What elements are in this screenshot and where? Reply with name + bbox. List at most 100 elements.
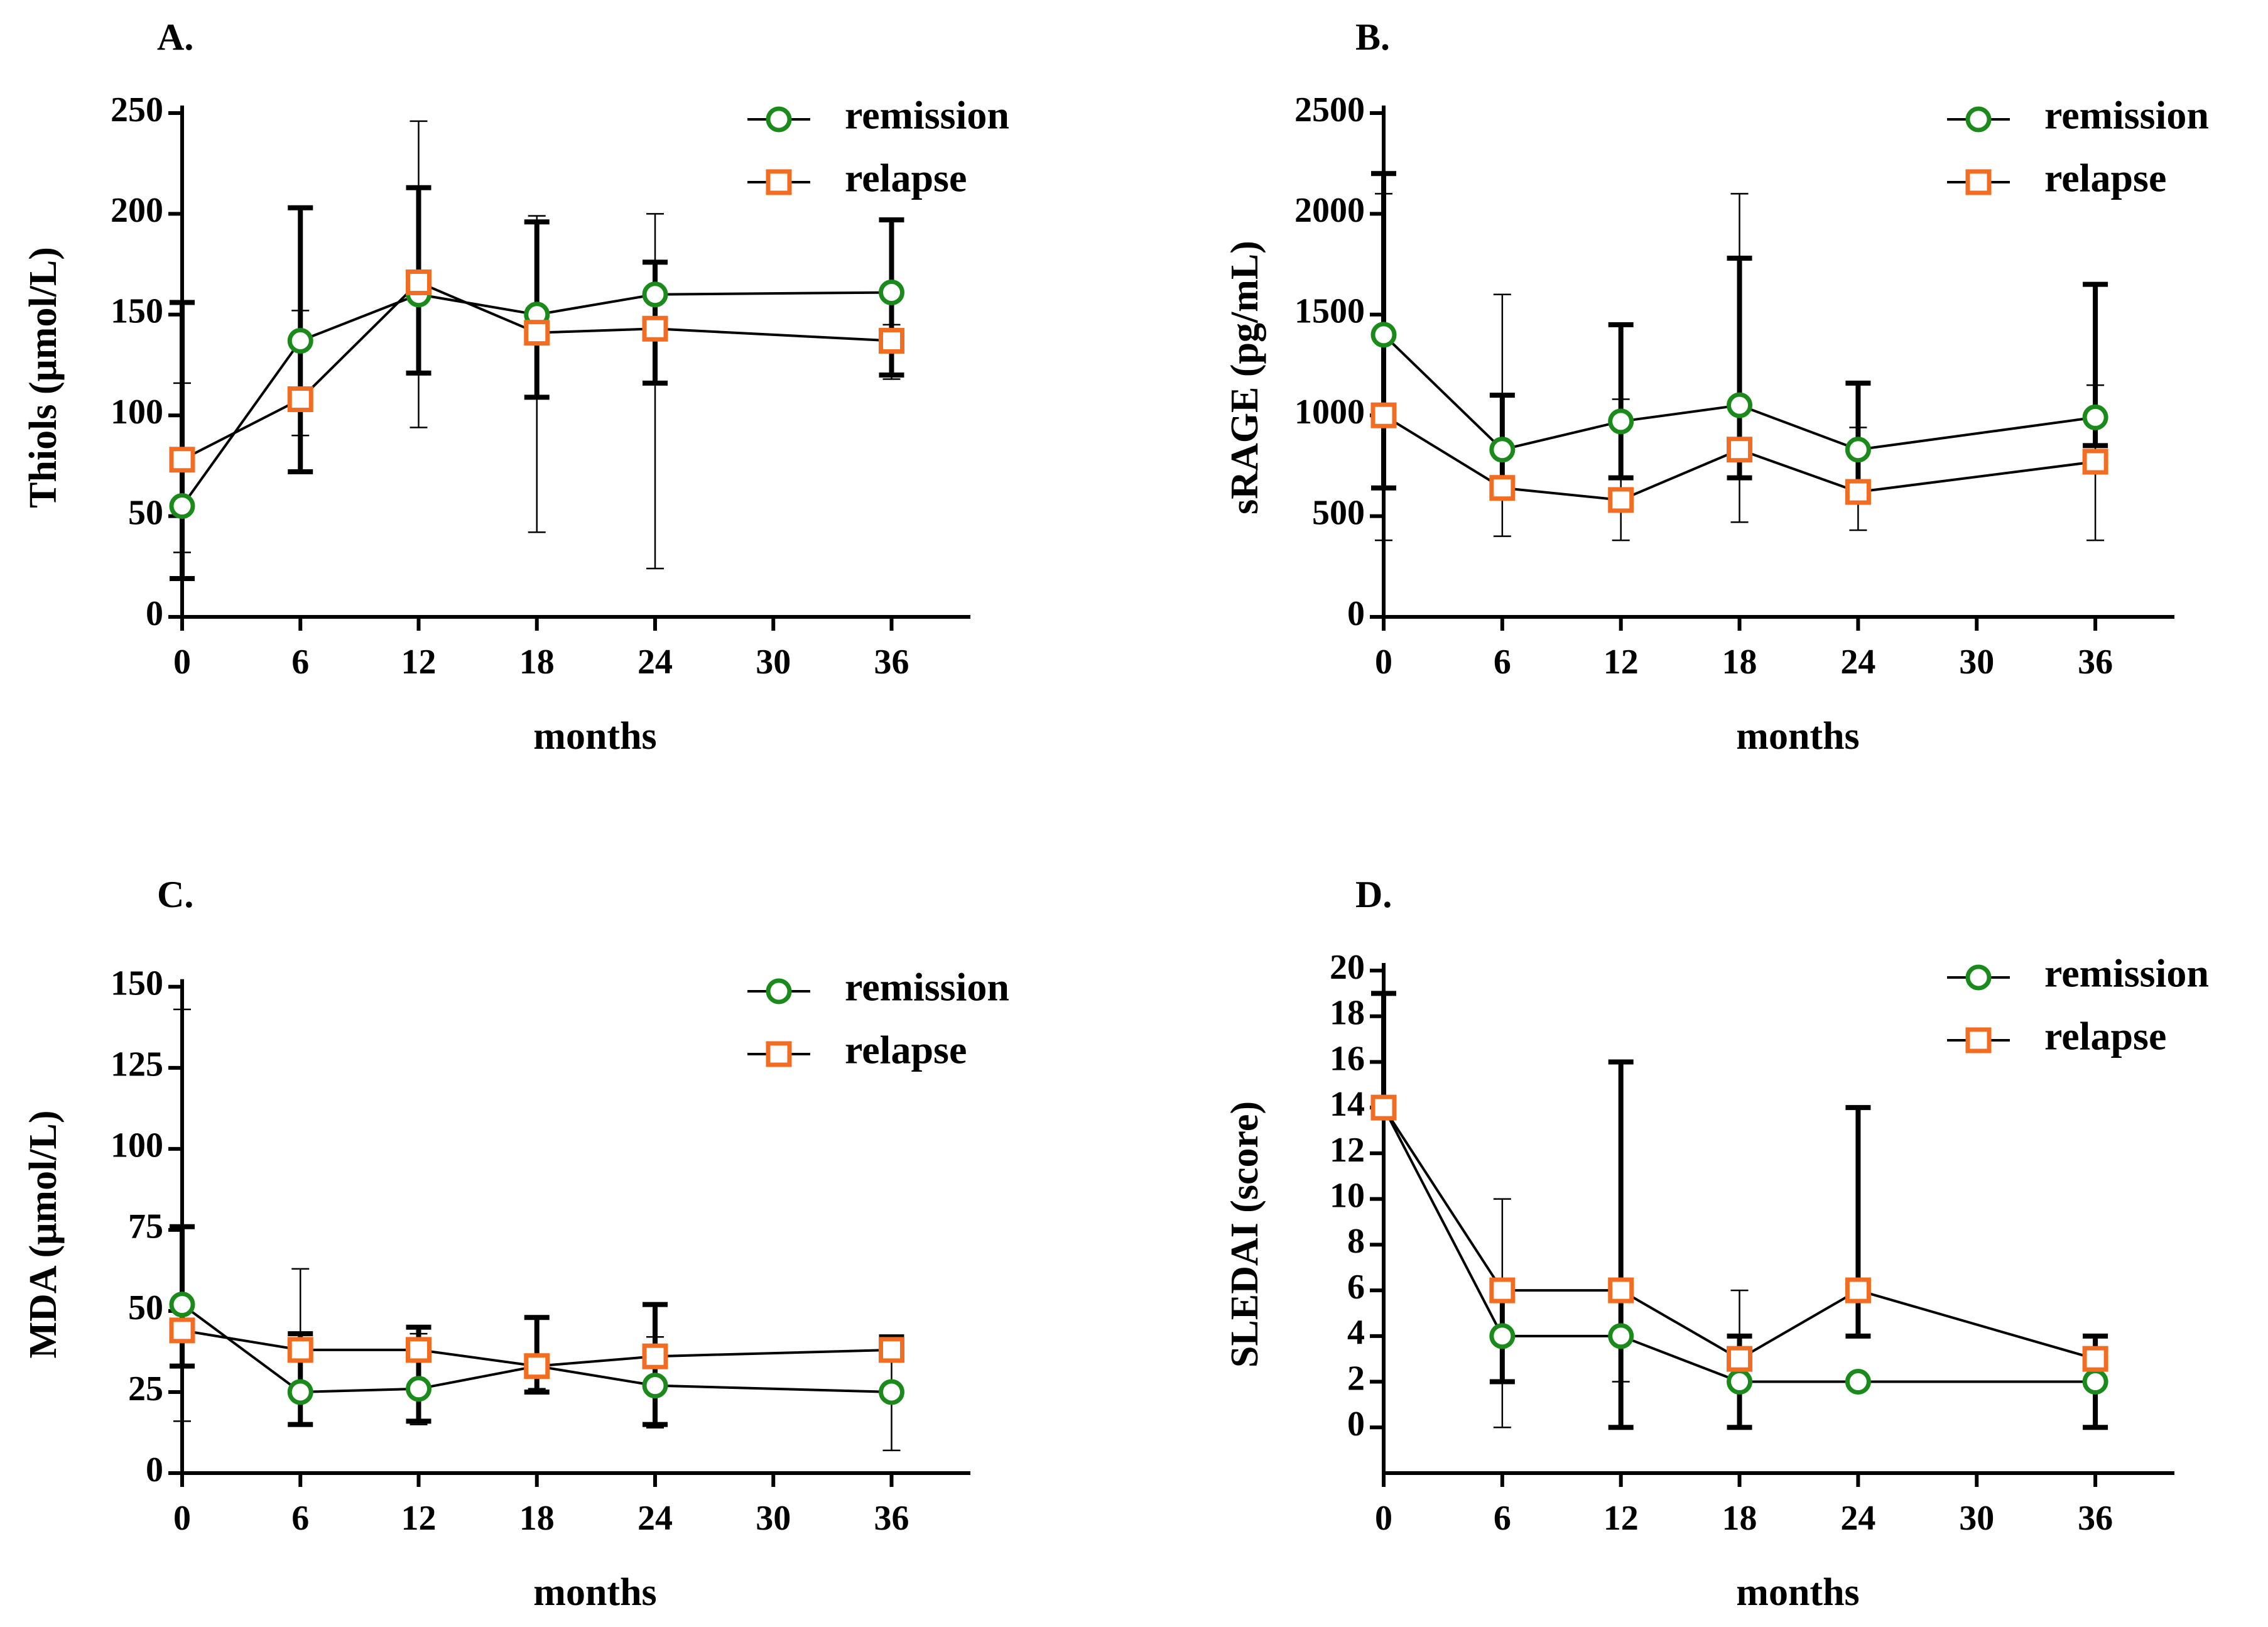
x-tick-label: 12	[1603, 1499, 1639, 1538]
x-tick-label: 36	[2078, 1499, 2113, 1538]
legend-marker-relapse	[1965, 169, 1992, 195]
y-axis-title: MDA (μmol/L)	[22, 1110, 65, 1358]
y-tick-label: 0	[1347, 1405, 1365, 1444]
y-axis-title: SLEDAI (score)	[1224, 1101, 1266, 1368]
point-relapse	[879, 328, 904, 354]
legend: remission relapse	[747, 965, 1009, 1072]
y-tick-label: 14	[1330, 1085, 1365, 1124]
y-tick-label: 50	[128, 493, 163, 532]
x-tick-label: 6	[1494, 643, 1511, 682]
point-relapse	[1608, 487, 1634, 513]
series-line-relapse	[182, 1329, 892, 1368]
x-axis-title: months	[1736, 715, 1859, 758]
series-relapse	[170, 1224, 904, 1427]
x-tick-label: 18	[519, 1499, 555, 1538]
chart-panel-d: D.0 6 12 18 24 30 3602468101214161820monthsSLE…	[1224, 874, 2209, 1614]
y-tick-label: 500	[1312, 493, 1365, 532]
x-tick-label: 24	[638, 643, 673, 682]
x-tick-label: 12	[401, 643, 437, 682]
series-line-remission	[1382, 1107, 2096, 1383]
point-remission	[642, 281, 668, 308]
point-relapse	[2082, 449, 2108, 475]
point-relapse	[1489, 475, 1516, 501]
panel-label: C.	[157, 874, 193, 915]
x-tick-label: 24	[1840, 1499, 1875, 1538]
point-relapse	[524, 320, 550, 346]
point-relapse	[1727, 1346, 1753, 1372]
y-tick-label: 1000	[1294, 393, 1365, 432]
point-relapse	[1608, 1277, 1634, 1303]
y-tick-label: 2	[1347, 1359, 1365, 1398]
x-tick-label: 18	[519, 643, 555, 682]
legend: remission relapse	[747, 93, 1009, 200]
point-remission	[1608, 408, 1634, 435]
y-tick-label: 75	[128, 1207, 163, 1246]
point-remission	[287, 1379, 313, 1405]
y-tick-label: 250	[111, 90, 163, 129]
point-remission	[406, 1376, 431, 1402]
series-line-relapse	[1382, 1107, 2096, 1361]
y-tick-label: 100	[111, 1126, 163, 1165]
x-axis-title: months	[533, 715, 656, 758]
legend-label-remission: remission	[845, 965, 1009, 1009]
point-remission	[169, 1292, 195, 1318]
x-tick-label: 0	[173, 1499, 191, 1538]
legend-marker-relapse	[766, 169, 792, 195]
x-tick-label: 30	[1959, 643, 1994, 682]
point-remission	[1845, 437, 1871, 463]
y-tick-label: 100	[111, 393, 163, 432]
x-tick-label: 36	[2078, 643, 2113, 682]
x-tick-label: 6	[291, 643, 309, 682]
chart-panel-c: C. 0 6 12 18 24 30 36 0 25 50 75 100 125 150 months MDA …	[22, 874, 1009, 1614]
legend-label-remission: remission	[2044, 93, 2209, 138]
panel-label: A.	[157, 16, 193, 58]
point-relapse	[406, 269, 431, 295]
point-relapse	[1845, 1277, 1871, 1303]
y-tick-label: 12	[1330, 1131, 1365, 1170]
point-remission	[1727, 1369, 1753, 1395]
legend-marker-remission	[766, 106, 792, 133]
point-remission	[1845, 1369, 1871, 1395]
point-remission	[642, 1373, 668, 1399]
point-remission	[1727, 392, 1753, 418]
point-relapse	[1489, 1277, 1516, 1303]
series-line-relapse	[182, 281, 892, 461]
y-tick-label: 20	[1330, 948, 1365, 987]
point-relapse	[879, 1337, 904, 1363]
x-tick-label: 30	[756, 1499, 791, 1538]
point-relapse	[1727, 437, 1753, 463]
point-relapse	[1845, 479, 1871, 505]
legend-label-relapse: relapse	[2044, 1014, 2166, 1058]
legend-label-remission: remission	[845, 93, 1009, 138]
point-remission	[287, 328, 313, 354]
y-tick-label: 0	[146, 1450, 163, 1489]
y-tick-label: 50	[128, 1288, 163, 1327]
point-remission	[879, 280, 904, 306]
point-remission	[1489, 1323, 1516, 1349]
legend-label-relapse: relapse	[2044, 156, 2166, 200]
point-remission	[879, 1379, 904, 1405]
x-tick-label: 12	[401, 1499, 437, 1538]
x-tick-label: 18	[1722, 643, 1757, 682]
chart-panel-a: A. 0 6 12 18 24 30 36 0 50 100 150 200 250 months Thiol…	[22, 16, 1009, 758]
x-tick-label: 36	[874, 1499, 909, 1538]
point-remission	[1370, 322, 1397, 348]
point-relapse	[524, 1353, 550, 1379]
y-tick-label: 0	[1347, 594, 1365, 633]
x-tick-label: 24	[638, 1499, 673, 1538]
point-remission	[2082, 1369, 2108, 1395]
point-remission	[2082, 404, 2108, 430]
y-tick-label: 16	[1330, 1039, 1365, 1078]
point-relapse	[1370, 402, 1397, 428]
x-tick-label: 0	[1375, 1499, 1392, 1538]
series-line-relapse	[1382, 414, 2096, 501]
point-relapse	[642, 315, 668, 342]
point-remission	[1489, 437, 1516, 463]
legend-marker-relapse	[766, 1041, 792, 1067]
y-tick-label: 0	[146, 594, 163, 633]
point-relapse	[2082, 1346, 2108, 1372]
point-remission	[169, 493, 195, 520]
y-tick-label: 150	[111, 964, 163, 1003]
x-axis-title: months	[1736, 1571, 1859, 1614]
